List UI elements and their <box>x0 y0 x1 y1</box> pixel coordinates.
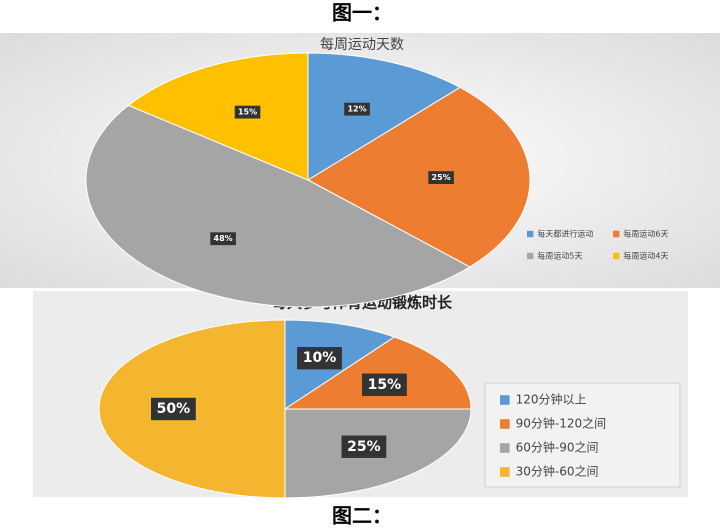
legend-swatch <box>500 443 510 453</box>
legend-label: 120分钟以上 <box>516 392 587 407</box>
label-background <box>344 102 370 116</box>
legend-swatch <box>500 419 510 429</box>
pie-slice <box>307 52 461 181</box>
label-background <box>428 171 454 185</box>
data-label: 50% <box>157 401 191 417</box>
legend-label: 60分钟-90之间 <box>516 440 599 455</box>
data-label: 25% <box>432 173 451 182</box>
data-label: 15% <box>238 108 257 117</box>
legend-label: 30分钟-60之间 <box>516 464 599 479</box>
pie-slice <box>283 336 472 410</box>
legend-swatch <box>613 230 620 238</box>
data-label: 10% <box>303 350 337 366</box>
legend-label: 90分钟-120之间 <box>516 416 607 431</box>
caption: 图一： <box>332 1 392 25</box>
legend-swatch <box>500 467 510 477</box>
legend-swatch <box>613 252 620 260</box>
data-label: 12% <box>347 105 366 114</box>
pie-slice <box>85 104 471 308</box>
data-label: 25% <box>347 439 381 455</box>
label-background <box>362 373 407 396</box>
legend-label: 每天都进行运动 <box>537 229 593 239</box>
caption: 图二： <box>332 504 392 528</box>
legend-swatch <box>500 395 510 405</box>
data-label: 48% <box>214 234 233 243</box>
data-label: 15% <box>368 377 402 393</box>
legend-box <box>484 382 681 488</box>
pie-slice <box>127 52 309 181</box>
legend-label: 每周运动6天 <box>623 229 668 239</box>
label-background <box>234 105 261 119</box>
label-background <box>297 347 342 370</box>
legend-swatch <box>527 252 534 260</box>
label-background <box>151 397 196 421</box>
chart-title: 每周运动天数 <box>320 37 404 53</box>
label-background <box>341 435 387 458</box>
legend-label: 每周运动5天 <box>537 251 582 261</box>
legend-label: 每周运动4天 <box>623 251 668 261</box>
legend-swatch <box>527 230 534 238</box>
label-background <box>210 232 236 246</box>
pie-slice <box>306 86 531 268</box>
